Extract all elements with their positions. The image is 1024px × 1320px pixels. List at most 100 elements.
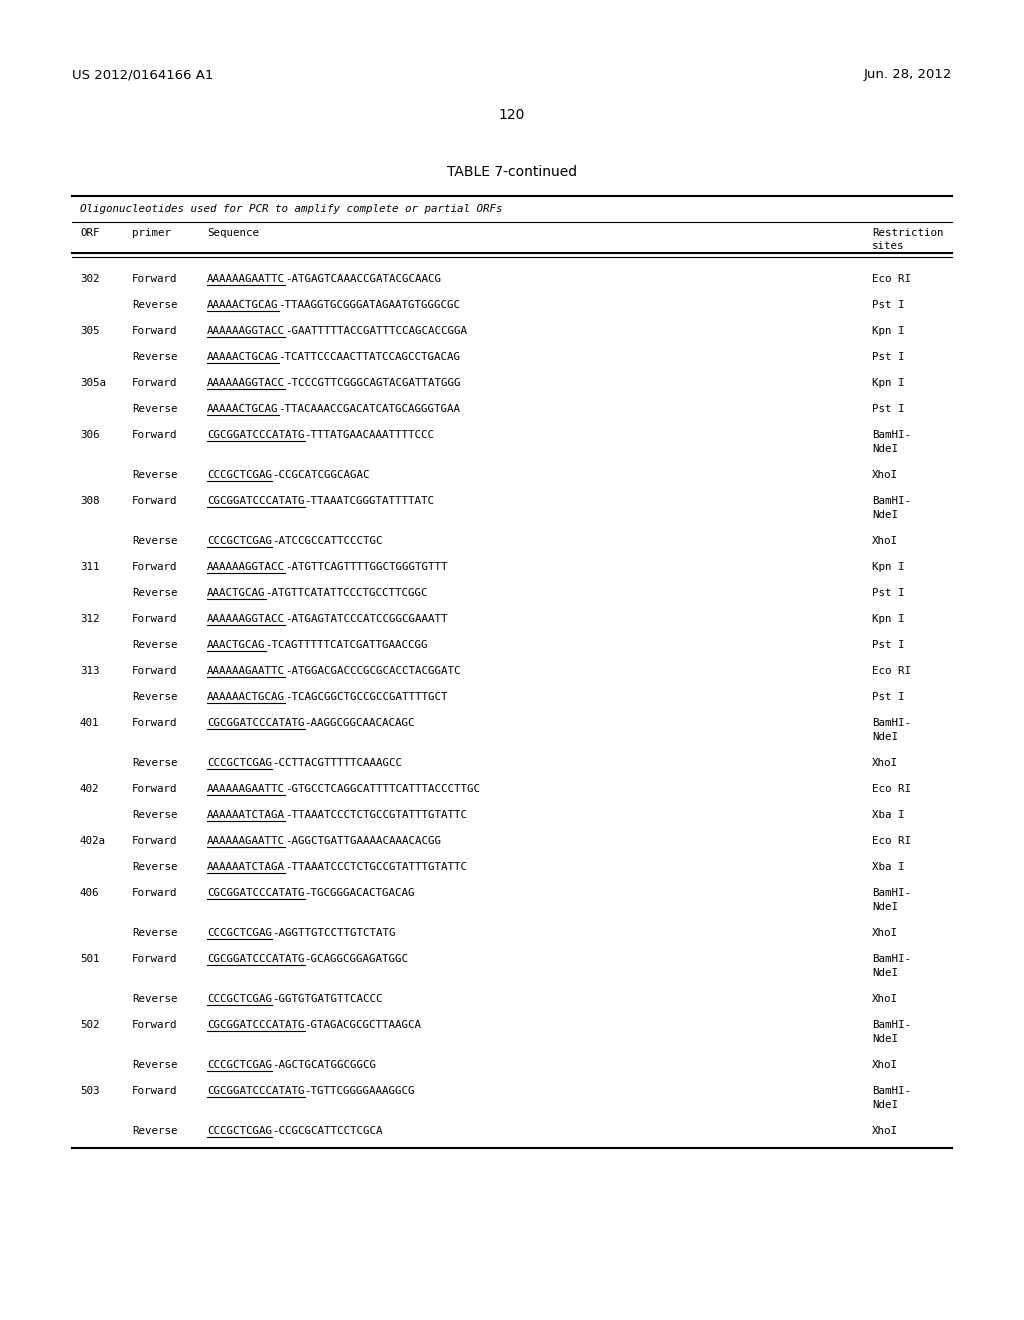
Text: 402: 402 (80, 784, 99, 795)
Text: CGCGGATCCCATATG: CGCGGATCCCATATG (207, 888, 304, 898)
Text: 501: 501 (80, 954, 99, 964)
Text: NdeI: NdeI (872, 1034, 898, 1044)
Text: XhoI: XhoI (872, 994, 898, 1005)
Text: -TGCGGGACACTGACAG: -TGCGGGACACTGACAG (304, 888, 415, 898)
Text: -GGTGTGATGTTCACCC: -GGTGTGATGTTCACCC (272, 994, 383, 1005)
Text: Reverse: Reverse (132, 758, 177, 768)
Text: Reverse: Reverse (132, 470, 177, 480)
Text: AAACTGCAG: AAACTGCAG (207, 587, 265, 598)
Text: -CCGCATCGGCAGAC: -CCGCATCGGCAGAC (272, 470, 370, 480)
Text: XhoI: XhoI (872, 928, 898, 939)
Text: Pst I: Pst I (872, 352, 904, 362)
Text: -TTAAGGTGCGGGATAGAATGTGGGCGC: -TTAAGGTGCGGGATAGAATGTGGGCGC (279, 300, 461, 310)
Text: Pst I: Pst I (872, 640, 904, 649)
Text: -CCGCGCATTCCTCGCA: -CCGCGCATTCCTCGCA (272, 1126, 383, 1137)
Text: BamHI-: BamHI- (872, 1020, 911, 1030)
Text: -TGTTCGGGGAAAGGCG: -TGTTCGGGGAAAGGCG (304, 1086, 415, 1096)
Text: -TTAAATCCCTCTGCCGTATTTGTATTC: -TTAAATCCCTCTGCCGTATTTGTATTC (285, 862, 467, 873)
Text: Reverse: Reverse (132, 692, 177, 702)
Text: -GCAGGCGGAGATGGC: -GCAGGCGGAGATGGC (304, 954, 409, 964)
Text: 503: 503 (80, 1086, 99, 1096)
Text: CCCGCTCGAG: CCCGCTCGAG (207, 536, 272, 546)
Text: -AAGGCGGCAACACAGC: -AAGGCGGCAACACAGC (304, 718, 415, 729)
Text: Forward: Forward (132, 562, 177, 572)
Text: -ATGTTCAGTTTTGGCTGGGTGTTT: -ATGTTCAGTTTTGGCTGGGTGTTT (285, 562, 447, 572)
Text: TABLE 7-continued: TABLE 7-continued (446, 165, 578, 180)
Text: -TCAGCGGCTGCCGCCGATTTTGCT: -TCAGCGGCTGCCGCCGATTTTGCT (285, 692, 447, 702)
Text: Reverse: Reverse (132, 587, 177, 598)
Text: Forward: Forward (132, 275, 177, 284)
Text: CCCGCTCGAG: CCCGCTCGAG (207, 758, 272, 768)
Text: -TTAAATCCCTCTGCCGTATTTGTATTC: -TTAAATCCCTCTGCCGTATTTGTATTC (285, 810, 467, 820)
Text: AAAAAACTGCAG: AAAAAACTGCAG (207, 692, 285, 702)
Text: -ATGGACGACCCGCGCACCTACGGATC: -ATGGACGACCCGCGCACCTACGGATC (285, 667, 461, 676)
Text: Forward: Forward (132, 496, 177, 506)
Text: Reverse: Reverse (132, 810, 177, 820)
Text: -TCATTCCCAACTTATCCAGCCTGACAG: -TCATTCCCAACTTATCCAGCCTGACAG (279, 352, 461, 362)
Text: Forward: Forward (132, 326, 177, 337)
Text: XhoI: XhoI (872, 1060, 898, 1071)
Text: XhoI: XhoI (872, 470, 898, 480)
Text: -GTGCCTCAGGCATTTTCATTTACCCTTGC: -GTGCCTCAGGCATTTTCATTTACCCTTGC (285, 784, 480, 795)
Text: Eco RI: Eco RI (872, 784, 911, 795)
Text: AAAAACTGCAG: AAAAACTGCAG (207, 404, 279, 414)
Text: Forward: Forward (132, 784, 177, 795)
Text: AAAAAAGAATTC: AAAAAAGAATTC (207, 667, 285, 676)
Text: AAAAAAGGTACC: AAAAAAGGTACC (207, 614, 285, 624)
Text: AAAAAAGGTACC: AAAAAAGGTACC (207, 378, 285, 388)
Text: -TCCCGTTCGGGCAGTACGATTATGGG: -TCCCGTTCGGGCAGTACGATTATGGG (285, 378, 461, 388)
Text: Forward: Forward (132, 888, 177, 898)
Text: Kpn I: Kpn I (872, 614, 904, 624)
Text: 401: 401 (80, 718, 99, 729)
Text: 306: 306 (80, 430, 99, 440)
Text: NdeI: NdeI (872, 733, 898, 742)
Text: -CCTTACGTTTTTCAAAGCC: -CCTTACGTTTTTCAAAGCC (272, 758, 402, 768)
Text: BamHI-: BamHI- (872, 1086, 911, 1096)
Text: Reverse: Reverse (132, 300, 177, 310)
Text: Forward: Forward (132, 378, 177, 388)
Text: 312: 312 (80, 614, 99, 624)
Text: 502: 502 (80, 1020, 99, 1030)
Text: Forward: Forward (132, 1086, 177, 1096)
Text: Eco RI: Eco RI (872, 275, 911, 284)
Text: AAAAAAGAATTC: AAAAAAGAATTC (207, 836, 285, 846)
Text: CGCGGATCCCATATG: CGCGGATCCCATATG (207, 496, 304, 506)
Text: CCCGCTCGAG: CCCGCTCGAG (207, 928, 272, 939)
Text: CGCGGATCCCATATG: CGCGGATCCCATATG (207, 718, 304, 729)
Text: NdeI: NdeI (872, 444, 898, 454)
Text: 313: 313 (80, 667, 99, 676)
Text: ORF: ORF (80, 228, 99, 238)
Text: CGCGGATCCCATATG: CGCGGATCCCATATG (207, 954, 304, 964)
Text: CCCGCTCGAG: CCCGCTCGAG (207, 994, 272, 1005)
Text: Forward: Forward (132, 718, 177, 729)
Text: 311: 311 (80, 562, 99, 572)
Text: Forward: Forward (132, 836, 177, 846)
Text: Restriction
sites: Restriction sites (872, 228, 943, 251)
Text: BamHI-: BamHI- (872, 954, 911, 964)
Text: NdeI: NdeI (872, 902, 898, 912)
Text: Xba I: Xba I (872, 862, 904, 873)
Text: Forward: Forward (132, 430, 177, 440)
Text: -AGCTGCATGGCGGCG: -AGCTGCATGGCGGCG (272, 1060, 376, 1071)
Text: XhoI: XhoI (872, 536, 898, 546)
Text: Reverse: Reverse (132, 1126, 177, 1137)
Text: -AGGCTGATTGAAAACAAACACGG: -AGGCTGATTGAAAACAAACACGG (285, 836, 441, 846)
Text: NdeI: NdeI (872, 968, 898, 978)
Text: -ATCCGCCATTCCCTGC: -ATCCGCCATTCCCTGC (272, 536, 383, 546)
Text: BamHI-: BamHI- (872, 430, 911, 440)
Text: Forward: Forward (132, 667, 177, 676)
Text: CGCGGATCCCATATG: CGCGGATCCCATATG (207, 1020, 304, 1030)
Text: CGCGGATCCCATATG: CGCGGATCCCATATG (207, 430, 304, 440)
Text: Eco RI: Eco RI (872, 836, 911, 846)
Text: -GAATTTTTACCGATTTCCAGCACCGGA: -GAATTTTTACCGATTTCCAGCACCGGA (285, 326, 467, 337)
Text: -AGGTTGTCCTTGTCTATG: -AGGTTGTCCTTGTCTATG (272, 928, 395, 939)
Text: Pst I: Pst I (872, 692, 904, 702)
Text: AAAAAATCTAGA: AAAAAATCTAGA (207, 810, 285, 820)
Text: Forward: Forward (132, 954, 177, 964)
Text: Kpn I: Kpn I (872, 378, 904, 388)
Text: NdeI: NdeI (872, 510, 898, 520)
Text: XhoI: XhoI (872, 1126, 898, 1137)
Text: Pst I: Pst I (872, 300, 904, 310)
Text: Oligonucleotides used for PCR to amplify complete or partial ORFs: Oligonucleotides used for PCR to amplify… (80, 205, 503, 214)
Text: -TTTATGAACAAATTTTCCC: -TTTATGAACAAATTTTCCC (304, 430, 434, 440)
